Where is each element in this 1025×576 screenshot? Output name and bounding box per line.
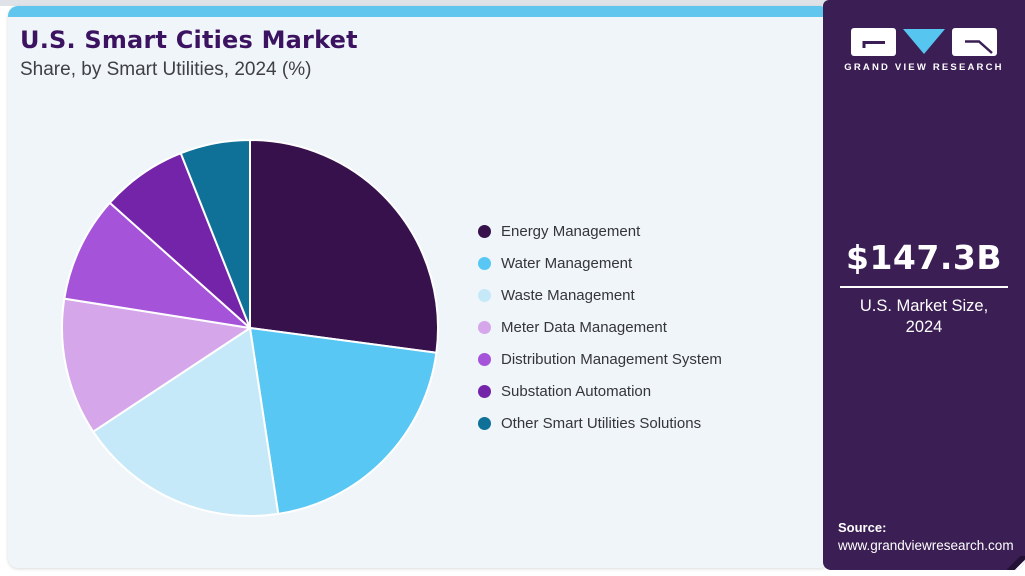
top-strip <box>0 0 830 6</box>
pie-slice-4 <box>61 297 251 433</box>
pie-chart <box>61 139 439 517</box>
market-divider <box>840 286 1008 288</box>
legend-label: Water Management <box>501 254 633 272</box>
page-subtitle: Share, by Smart Utilities, 2024 (%) <box>20 59 312 80</box>
legend-item-4: Meter Data Management <box>478 317 722 337</box>
legend-label: Energy Management <box>501 222 641 240</box>
market-size-value: $147.3B <box>846 238 1002 277</box>
legend-label: Meter Data Management <box>501 318 667 336</box>
legend-item-1: Energy Management <box>478 221 722 241</box>
legend-swatch-icon <box>478 320 491 334</box>
pie-slice-5 <box>63 201 251 329</box>
source-label: Source: <box>838 520 887 535</box>
chart-card: U.S. Smart Cities Market Share, by Smart… <box>8 6 830 568</box>
logo-r-block <box>952 28 997 56</box>
legend-item-7: Other Smart Utilities Solutions <box>478 413 722 433</box>
logo-g-block <box>851 28 896 56</box>
pie-slice-2 <box>249 327 438 515</box>
accent-topbar <box>8 6 830 17</box>
legend-label: Waste Management <box>501 286 635 304</box>
pie-slice-1 <box>249 139 439 354</box>
market-size-label-line2: 2024 <box>905 318 943 336</box>
legend-swatch-icon <box>478 288 491 302</box>
page-title: U.S. Smart Cities Market <box>20 26 358 54</box>
legend-item-3: Waste Management <box>478 285 722 305</box>
legend-label: Distribution Management System <box>501 350 722 368</box>
pie-slice-7 <box>179 139 251 329</box>
market-size-block: $147.3B U.S. Market Size, 2024 <box>823 238 1025 338</box>
market-size-label-line1: U.S. Market Size, <box>859 297 989 315</box>
legend-swatch-icon <box>478 224 491 238</box>
legend-item-2: Water Management <box>478 253 722 273</box>
legend-item-5: Distribution Management System <box>478 349 722 369</box>
logo-text: GRAND VIEW RESEARCH <box>844 62 1004 73</box>
legend-label: Substation Automation <box>501 382 652 400</box>
source-block: Source: www.grandviewresearch.com <box>838 520 1014 553</box>
legend-label: Other Smart Utilities Solutions <box>501 414 702 432</box>
legend-swatch-icon <box>478 416 491 430</box>
gvr-logo-icon <box>823 28 1025 56</box>
source-url-link[interactable]: www.grandviewresearch.com <box>838 538 1014 553</box>
legend-swatch-icon <box>478 256 491 270</box>
legend-swatch-icon <box>478 384 491 398</box>
legend-swatch-icon <box>478 352 491 366</box>
logo-v-triangle-icon <box>903 29 945 54</box>
sidebar: GRAND VIEW RESEARCH $147.3B U.S. Market … <box>823 0 1025 570</box>
legend: Energy Management Water Management Waste M… <box>478 221 722 445</box>
pie-slice-3 <box>92 327 280 517</box>
legend-item-6: Substation Automation <box>478 381 722 401</box>
